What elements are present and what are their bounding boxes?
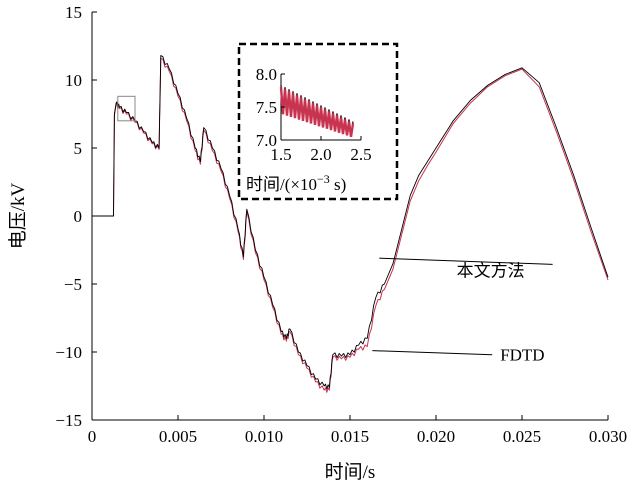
y-tick-label: −5: [64, 275, 82, 294]
main-plot-area: 0 0.005 0.010 0.015 0.020 0.025 0.030 15 10 5 0 −5…: [55, 3, 627, 446]
y-tick-label: 15: [65, 3, 82, 22]
annotation-leader-line: [379, 257, 553, 265]
x-axis-ticks: 0 0.005 0.010 0.015 0.020 0.025 0.030: [88, 415, 627, 446]
inset-y-tick-label: 8.0: [256, 65, 277, 84]
y-axis-ticks: 15 10 5 0 −5 −10 −15: [55, 3, 97, 430]
annotation-leader-line: [372, 350, 493, 356]
y-tick-label: 10: [65, 71, 82, 90]
y-tick-label: 5: [74, 139, 83, 158]
x-tick-label: 0.010: [245, 427, 283, 446]
y-tick-label: −15: [55, 411, 82, 430]
inset-x-tick-label: 2.0: [310, 145, 331, 164]
inset-x-tick-label: 1.5: [270, 145, 291, 164]
inset-zoom-plot: 1.5 2.0 2.5 8.0 7.5 7.0 时间/(×10−3 s): [237, 42, 399, 201]
inset-series-layer: [279, 85, 355, 137]
inset-x-tick-label: 2.5: [350, 145, 371, 164]
inset-series-fdtd: [279, 87, 355, 137]
inset-x-axis-title: 时间/(×10−3 s): [246, 172, 346, 194]
series-layer: [92, 55, 609, 393]
inset-y-ticks: 8.0 7.5 7.0: [256, 65, 285, 150]
y-axis-title: 电压/kV: [7, 182, 29, 249]
x-tick-label: 0.030: [589, 427, 627, 446]
inset-y-tick-label: 7.0: [256, 131, 277, 150]
series-line-method: [92, 55, 609, 390]
zoom-region-box: [117, 95, 136, 122]
x-axis-title: 时间/s: [325, 461, 376, 483]
y-tick-label: 0: [74, 207, 83, 226]
x-tick-label: 0: [88, 427, 97, 446]
y-tick-label: −10: [55, 343, 82, 362]
inset-x-ticks: 1.5 2.0 2.5: [270, 136, 372, 164]
annotation-label: 本文方法: [457, 261, 525, 280]
x-tick-label: 0.020: [417, 427, 455, 446]
x-tick-label: 0.025: [503, 427, 541, 446]
annotations: 本文方法 FDTD: [372, 257, 553, 365]
inset-series-method: [280, 85, 354, 135]
x-tick-label: 0.015: [331, 427, 369, 446]
x-tick-label: 0.005: [159, 427, 197, 446]
annotation-label: FDTD: [500, 346, 544, 365]
inset-y-tick-label: 7.5: [256, 98, 277, 117]
